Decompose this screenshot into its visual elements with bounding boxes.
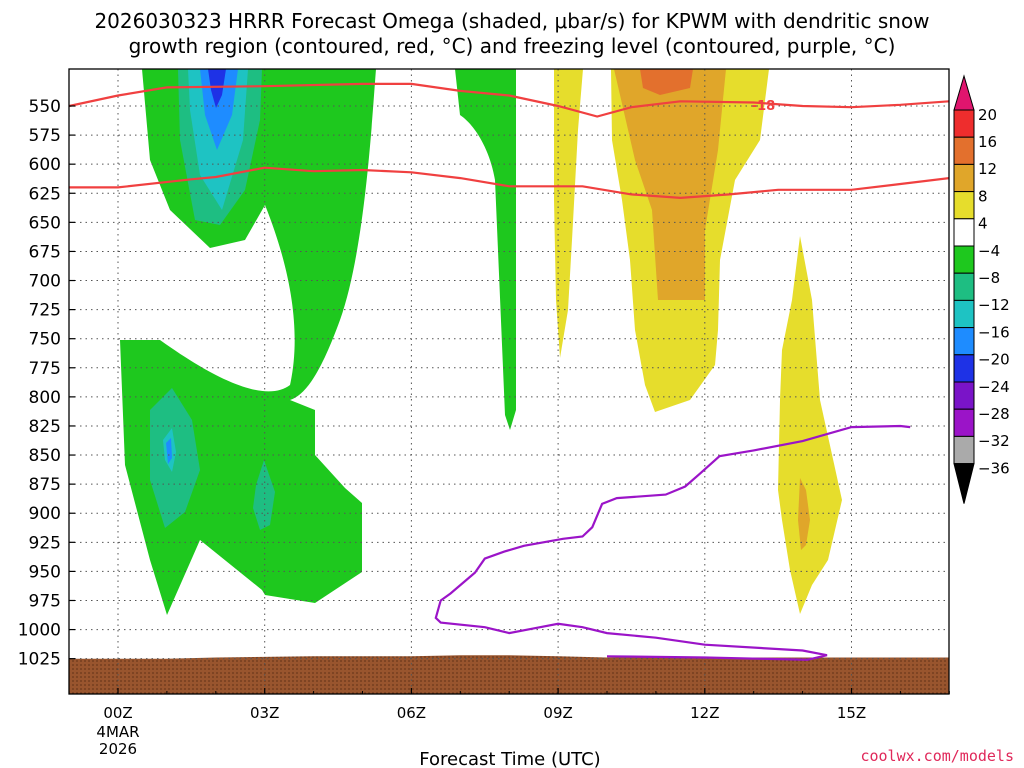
x-tick-label-15Z: 15Z (837, 704, 866, 722)
omega-descent-narrow-4 (554, 69, 583, 358)
omega-ascent-lower-left-8 (150, 388, 200, 528)
colorbar-label-5: −4 (978, 242, 1000, 260)
y-tick-label-675: 675 (29, 242, 61, 262)
y-tick-label-750: 750 (29, 330, 61, 350)
dgz-contour-bottom (69, 166, 949, 200)
omega-descent-main-12 (640, 69, 693, 95)
y-tick-label-775: 775 (29, 359, 61, 379)
colorbar-label-4: 4 (978, 215, 988, 233)
y-tick-label-825: 825 (29, 417, 61, 437)
colorbar-label-11: −28 (978, 405, 1010, 423)
omega-descent-main-8 (614, 69, 726, 300)
contour-group: -18 (69, 82, 949, 661)
y-tick-label-850: 850 (29, 446, 61, 466)
y-tick-label-625: 625 (29, 184, 61, 204)
y-tick-label-600: 600 (29, 155, 61, 175)
colorbar-label-2: 12 (978, 160, 997, 178)
colorbar-swatch-6 (953, 272, 975, 301)
x-tick-label-03Z: 03Z (250, 704, 279, 722)
omega-ascent-upper-left-20 (208, 69, 226, 108)
omega-ascent-mid-4 (455, 69, 516, 430)
omega-field (120, 69, 842, 615)
x-tick-label-12Z: 12Z (690, 704, 719, 722)
x-tick-date: 4MAR (96, 723, 139, 741)
y-tick-label-725: 725 (29, 301, 61, 321)
x-tick-year: 2026 (99, 740, 137, 758)
colorbar-label-13: −36 (978, 459, 1010, 477)
colorbar-swatch-1 (953, 136, 975, 165)
colorbar-swatch-0 (953, 109, 975, 138)
y-tick-label-575: 575 (29, 126, 61, 146)
colorbar-label-1: 16 (978, 133, 997, 151)
chart-title-line1: 2026030323 HRRR Forecast Omega (shaded, … (94, 9, 929, 33)
omega-descent-lower-right-4 (778, 236, 842, 614)
colorbar-swatch-5 (953, 245, 975, 274)
colorbar-label-3: 8 (978, 187, 988, 205)
colorbar-swatch-7 (953, 299, 975, 329)
omega-descent-lower-right-8 (798, 478, 810, 550)
contours: -18 (69, 82, 949, 661)
contour-label: -18 (752, 99, 776, 114)
colorbar-swatch-4 (953, 218, 975, 247)
omega-ascent-lower-left-8b (253, 460, 275, 530)
x-tick-label-09Z: 09Z (543, 704, 572, 722)
colorbar-label-12: −32 (978, 432, 1010, 450)
x-axis-title: Forecast Time (UTC) (419, 749, 600, 768)
y-tick-label-1000: 1000 (18, 621, 61, 641)
freezing-level-contour (434, 424, 911, 661)
colorbar-label-10: −24 (978, 378, 1010, 396)
colorbar-swatch-2 (953, 163, 975, 193)
colorbar: 20 16 12 8 4 −4 −8 −12 −16 −20 −24 −28 −32 −36 (953, 74, 1010, 504)
dgz-contour-top (69, 82, 949, 118)
colorbar-label-8: −16 (978, 323, 1010, 341)
y-tick-label-950: 950 (29, 562, 61, 582)
terrain-surface (69, 655, 949, 694)
plot-area: -18 550 575 600 625 650 675 700 725 750 775 800 825… (18, 68, 950, 758)
y-tick-label-800: 800 (29, 388, 61, 408)
colorbar-swatch-8 (953, 327, 975, 356)
colorbar-label-0: 20 (978, 106, 997, 124)
colorbar-swatch-3 (953, 191, 975, 220)
omega-ascent-upper-left-16 (200, 69, 238, 150)
x-tick-label-00Z: 00Z (103, 704, 132, 722)
colorbar-top-arrow (953, 74, 975, 111)
y-tick-label-700: 700 (29, 272, 61, 292)
colorbar-label-6: −8 (978, 269, 1000, 287)
colorbar-swatch-11 (953, 408, 975, 437)
colorbar-swatch-12 (953, 435, 975, 465)
colorbar-swatch-10 (953, 381, 975, 410)
colorbar-label-9: −20 (978, 351, 1010, 369)
y-tick-label-1025: 1025 (18, 650, 61, 670)
colorbar-bottom-arrow (953, 463, 975, 504)
credit-text: coolwx.com/models (860, 747, 1014, 765)
y-tick-label-975: 975 (29, 591, 61, 611)
y-tick-label-925: 925 (29, 533, 61, 553)
y-axis: 550 575 600 625 650 675 700 725 750 775 800 825 850 8… (18, 97, 75, 670)
gridlines (69, 69, 949, 694)
x-tick-label-06Z: 06Z (397, 704, 426, 722)
y-tick-label-875: 875 (29, 475, 61, 495)
y-tick-label-650: 650 (29, 213, 61, 233)
y-tick-label-900: 900 (29, 504, 61, 524)
colorbar-label-7: −12 (978, 296, 1010, 314)
omega-ascent-lower-left-16 (166, 438, 172, 464)
colorbar-swatch-9 (953, 354, 975, 383)
chart-title-line2: growth region (contoured, red, °C) and f… (129, 34, 896, 58)
y-tick-label-550: 550 (29, 97, 61, 117)
